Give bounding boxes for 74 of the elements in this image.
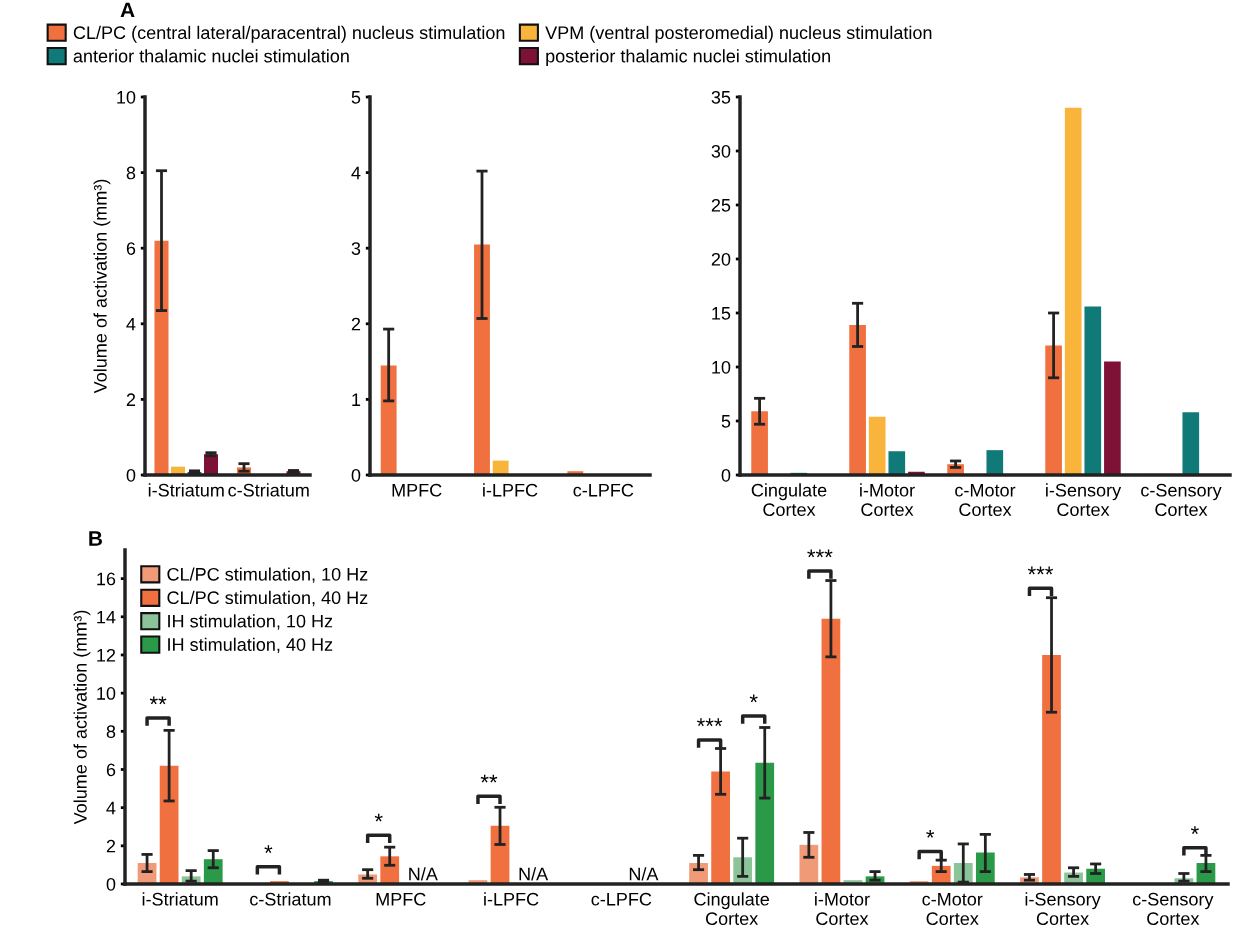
y-tick-label: 20	[711, 252, 731, 266]
y-tick-label: 35	[711, 90, 731, 104]
legend-label: VPM (ventral posteromedial) nucleus stimulation	[545, 25, 932, 43]
y-tick-label: 10	[117, 90, 136, 104]
annotation: N/A	[519, 867, 549, 881]
y-tick-label: 0	[351, 468, 361, 482]
annotation: *	[749, 694, 758, 703]
legend-label: anterior thalamic nuclei stimulation	[73, 49, 349, 63]
y-tick-label: 16	[97, 572, 116, 586]
y-tick-label: 15	[712, 307, 731, 320]
y-tick-label: 14	[97, 610, 116, 624]
annotation: ***	[807, 549, 833, 558]
annotation: *	[374, 813, 383, 822]
x-tick-label: c-LPFC	[591, 892, 652, 906]
text: B	[89, 531, 102, 546]
annotation: *	[1190, 826, 1199, 834]
annotation: **	[149, 696, 167, 705]
y-tick-label: 8	[126, 166, 136, 180]
y-tick-label: 3	[351, 242, 361, 255]
y-tick-label: 10	[712, 360, 731, 374]
legend-label: posterior thalamic nuclei stimulation	[546, 49, 830, 67]
y-axis-title: Volume of activation (mm³)	[93, 179, 111, 394]
x-tick-label: i-Motor Cortex	[860, 483, 915, 517]
y-tick-label: 8	[106, 725, 116, 739]
x-tick-label: Cingulate Cortex	[751, 483, 827, 517]
y-tick-label: 6	[106, 763, 116, 777]
x-tick-label: c-Sensory Cortex	[1132, 892, 1214, 926]
y-tick-label: 2	[106, 839, 116, 853]
y-tick-label: 0	[721, 468, 731, 482]
x-tick-label: c-Striatum	[250, 892, 331, 906]
x-tick-label: c-Striatum	[228, 483, 309, 497]
legend-label: CL/PC stimulation, 10 Hz	[167, 567, 368, 583]
y-tick-label: 25	[711, 198, 731, 212]
y-tick-label: 30	[711, 144, 731, 158]
x-tick-label: MPFC	[392, 483, 442, 497]
y-tick-label: 2	[351, 317, 361, 331]
annotation: N/A	[409, 867, 438, 881]
y-tick-label: 2	[126, 393, 136, 406]
x-tick-label: c-Sensory Cortex	[1141, 483, 1222, 517]
x-tick-label: i-Striatum	[142, 892, 218, 906]
x-tick-label: i-Sensory Cortex	[1025, 892, 1101, 926]
x-tick-label: Cingulate Cortex	[694, 892, 769, 926]
annotation: N/A	[629, 867, 659, 881]
y-tick-label: 5	[351, 91, 361, 104]
legend-label: IH stimulation, 10 Hz	[168, 614, 333, 630]
y-tick-label: 10	[97, 687, 116, 700]
x-tick-label: c-Motor Cortex	[922, 893, 983, 926]
x-tick-label: MPFC	[376, 892, 426, 906]
annotation: ***	[696, 718, 723, 727]
x-tick-label: i-Sensory Cortex	[1046, 483, 1122, 517]
y-tick-label: 4	[126, 317, 136, 331]
y-tick-label: 12	[97, 648, 116, 662]
annotation: ***	[1027, 566, 1054, 575]
annotation: *	[264, 845, 273, 854]
y-tick-label: 5	[721, 415, 731, 428]
x-tick-label: i-Striatum	[148, 483, 224, 497]
legend-label: CL/PC stimulation, 40 Hz	[167, 590, 368, 607]
y-tick-label: 0	[106, 877, 116, 891]
x-tick-label: c-Motor Cortex	[955, 484, 1016, 517]
annotation: *	[926, 829, 935, 838]
y-tick-label: 6	[126, 242, 136, 255]
y-tick-label: 4	[351, 166, 361, 180]
x-tick-label: i-Motor Cortex	[815, 892, 870, 926]
legend-label: IH stimulation, 40 Hz	[168, 637, 333, 654]
annotation: **	[480, 774, 498, 783]
text: A	[120, 2, 135, 18]
y-axis-title: Volume of activation (mm³)	[73, 610, 91, 825]
x-tick-label: c-LPFC	[573, 483, 634, 497]
legend-label: CL/PC (central lateral/paracentral) nucleus stimulation	[73, 25, 505, 43]
x-tick-label: i-LPFC	[484, 892, 539, 906]
y-tick-label: 1	[352, 393, 361, 406]
y-tick-label: 4	[106, 801, 116, 815]
y-tick-label: 0	[126, 468, 136, 482]
x-tick-label: i-LPFC	[483, 483, 538, 497]
